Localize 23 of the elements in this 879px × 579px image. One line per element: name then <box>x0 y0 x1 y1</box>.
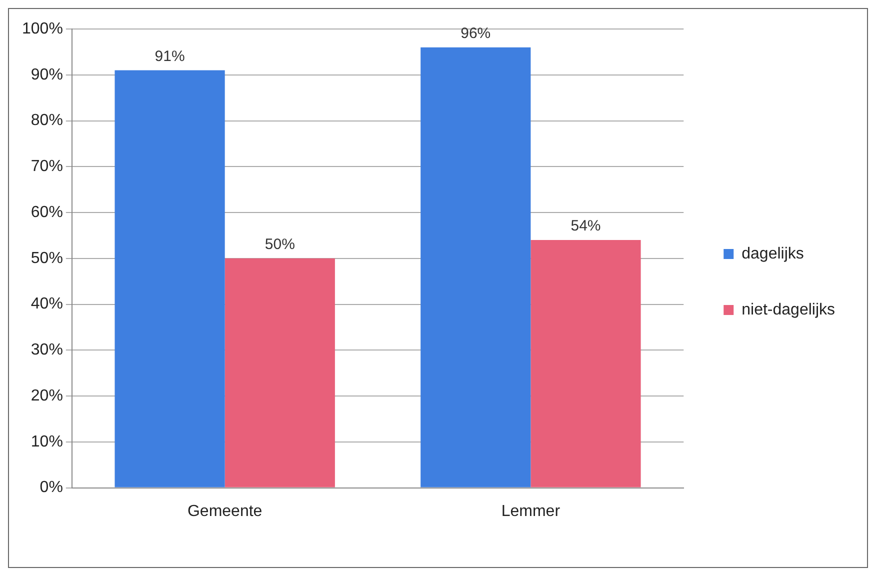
y-tick-label: 30% <box>30 342 63 359</box>
text: 91% <box>154 48 185 65</box>
y-tick-label: 90% <box>30 66 63 84</box>
y-tick-label: 20% <box>30 387 63 404</box>
text: 50% <box>264 236 295 254</box>
x-tick-label: Lemmer <box>501 502 561 520</box>
text: 54% <box>570 218 601 235</box>
y-tick-label: 100% <box>22 20 63 38</box>
y-tick-label: 60% <box>30 204 63 221</box>
text: 96% <box>460 24 491 42</box>
y-tick-label: 80% <box>30 112 63 130</box>
y-tick-label: 50% <box>30 250 63 267</box>
x-tick-label: Gemeente <box>187 502 262 520</box>
bar <box>420 47 531 488</box>
legend-label: dagelijks <box>742 245 804 262</box>
y-tick-label: 70% <box>30 158 63 176</box>
y-tick-label: 10% <box>30 433 63 450</box>
bar <box>114 70 225 488</box>
y-tick-label: 0% <box>40 479 63 496</box>
legend-label: niet-dagelijks <box>742 301 836 318</box>
bar <box>530 240 641 488</box>
y-tick-label: 40% <box>30 296 63 313</box>
bar <box>224 258 335 488</box>
